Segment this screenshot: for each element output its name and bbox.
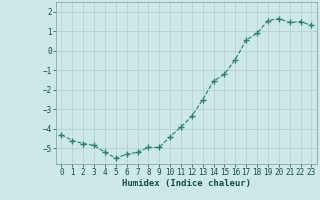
X-axis label: Humidex (Indice chaleur): Humidex (Indice chaleur): [122, 179, 251, 188]
